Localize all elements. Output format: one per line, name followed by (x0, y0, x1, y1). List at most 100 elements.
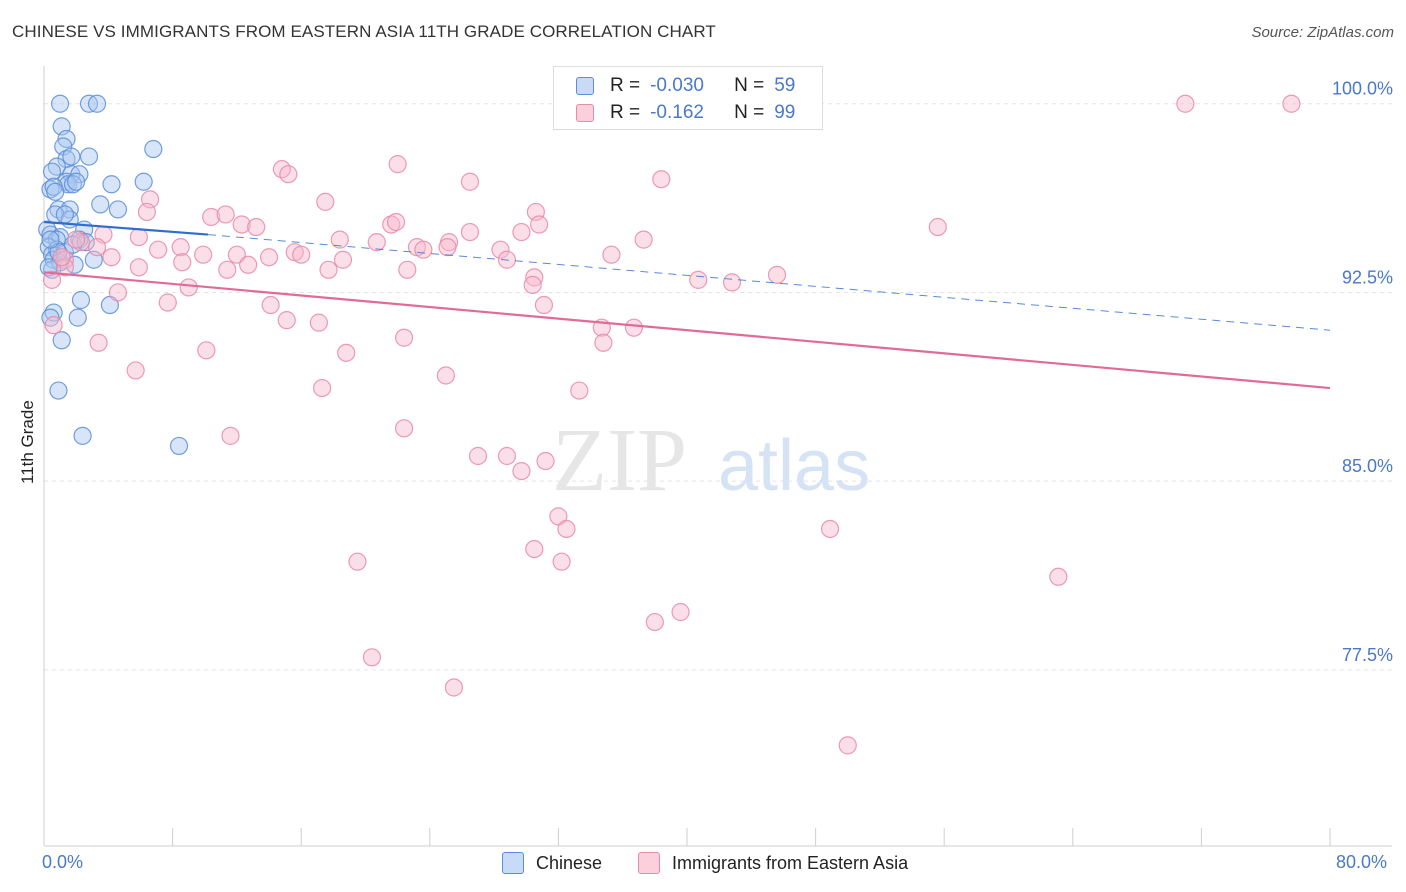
watermark-atlas: atlas (718, 426, 870, 506)
legend-swatch-blue (576, 77, 594, 95)
y-tick-labels: 77.5% 85.0% 92.5% 100.0% (1332, 79, 1393, 665)
data-point (398, 260, 417, 279)
x-tick-label-max: 80.0% (1336, 852, 1388, 872)
data-point (108, 283, 128, 302)
legend-r-value: -0.162 (650, 102, 704, 123)
data-point (50, 94, 70, 113)
data-point (227, 245, 246, 264)
data-point (73, 426, 92, 445)
data-point (41, 230, 60, 249)
y-tick-label: 100.0% (1332, 79, 1393, 99)
data-point (444, 678, 464, 697)
data-point (259, 248, 279, 267)
gridlines (44, 103, 1392, 671)
data-point (536, 451, 555, 471)
data-point (179, 278, 198, 297)
data-point (42, 270, 62, 289)
data-point (149, 240, 168, 259)
legend-swatch-chinese (502, 852, 524, 874)
data-point (102, 248, 121, 267)
data-point (44, 303, 63, 322)
data-point (523, 275, 542, 295)
legend-label-immigrants: Immigrants from Eastern Asia (672, 852, 909, 873)
data-point (44, 316, 63, 335)
data-point (491, 240, 510, 259)
data-point (624, 318, 644, 337)
data-point (645, 612, 664, 632)
axes (43, 66, 1392, 847)
data-point (820, 519, 840, 539)
data-point (197, 341, 216, 360)
legend-label-chinese: Chinese (536, 852, 603, 873)
data-point (497, 446, 517, 466)
legend-r-label: R = (610, 75, 641, 96)
legend-r-value: -0.030 (650, 75, 704, 96)
data-point (89, 333, 108, 352)
watermark: ZIP atlas (552, 411, 870, 510)
data-point (68, 308, 87, 327)
data-point (277, 311, 296, 330)
data-point (87, 94, 107, 113)
legend-item-immigrants[interactable]: Immigrants from Eastern Asia (638, 852, 908, 874)
data-point (928, 217, 947, 237)
data-point (129, 227, 148, 247)
data-point (194, 245, 213, 264)
data-point (292, 245, 311, 264)
series-legend: Chinese Immigrants from Eastern Asia (0, 852, 1406, 878)
data-point (91, 195, 110, 214)
data-point (41, 180, 60, 199)
y-tick-label: 77.5% (1342, 645, 1393, 665)
data-point (144, 139, 163, 159)
data-point (309, 313, 328, 332)
data-point (557, 519, 576, 539)
data-point (394, 328, 414, 347)
data-point (218, 260, 237, 279)
data-point (530, 215, 549, 234)
data-point (394, 419, 414, 438)
data-point (261, 295, 280, 315)
data-point (1049, 567, 1068, 586)
data-point (602, 245, 621, 264)
data-point (55, 205, 74, 224)
data-point (134, 172, 153, 191)
legend-n-label: N = (734, 102, 765, 123)
legend-swatch-immigrants (638, 852, 660, 874)
data-point (158, 293, 177, 312)
data-point (47, 157, 66, 176)
data-point (46, 182, 65, 201)
data-point (126, 361, 145, 380)
data-point (55, 250, 74, 269)
data-point (838, 736, 857, 755)
data-point (247, 217, 266, 237)
data-point (137, 202, 156, 222)
data-point (388, 155, 407, 174)
data-point (634, 230, 653, 249)
data-point (316, 192, 335, 211)
watermark-zip: ZIP (552, 411, 687, 510)
data-point (62, 147, 81, 166)
data-point (460, 172, 480, 191)
data-point (202, 207, 221, 227)
data-point (87, 238, 107, 257)
trend-line-chinese (43, 220, 209, 236)
data-point (330, 230, 349, 249)
data-point (71, 290, 91, 310)
legend-item-chinese[interactable]: Chinese (502, 852, 602, 874)
chart-title: CHINESE VS IMMIGRANTS FROM EASTERN ASIA … (12, 22, 716, 41)
legend-r-label: R = (610, 102, 641, 123)
data-point (55, 258, 74, 277)
data-point (460, 222, 480, 242)
data-point (512, 461, 531, 481)
source-label: Source: ZipAtlas.com (1251, 24, 1394, 41)
data-point (102, 175, 121, 194)
data-point (129, 258, 148, 277)
data-point (534, 295, 554, 315)
data-point (552, 552, 571, 571)
data-point (652, 170, 671, 189)
legend-n-value: 99 (774, 102, 796, 123)
legend-row-chinese: R = -0.030 N = 59 (576, 74, 795, 98)
data-point (42, 162, 62, 181)
data-point (386, 212, 406, 232)
data-point (333, 250, 353, 269)
trend-line-immigrants (43, 271, 1331, 390)
